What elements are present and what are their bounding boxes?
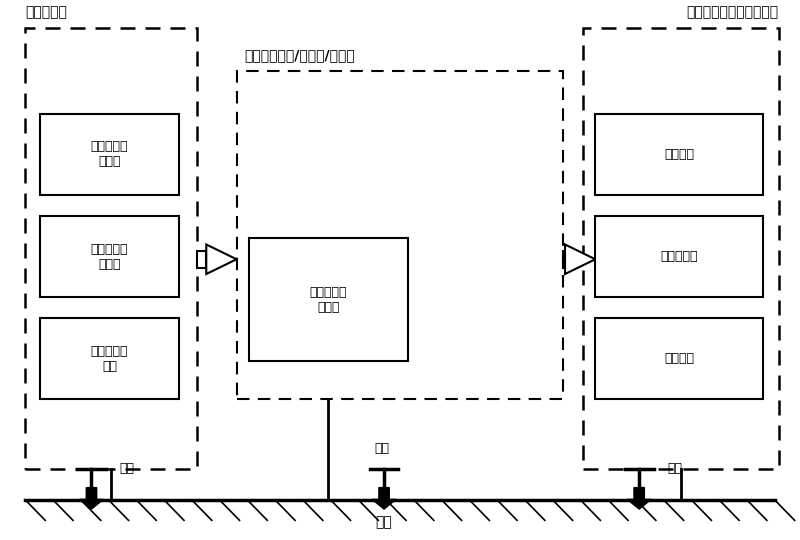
Text: 电池板阵列: 电池板阵列 xyxy=(26,5,67,19)
Text: 用电设备: 用电设备 xyxy=(664,352,694,365)
Text: 绝缘故障侦
测电路: 绝缘故障侦 测电路 xyxy=(310,286,347,314)
Bar xyxy=(40,217,179,297)
Bar xyxy=(595,114,762,195)
Bar xyxy=(40,114,179,195)
Text: 薄膜电池板
电池: 薄膜电池板 电池 xyxy=(90,345,128,373)
Text: 接地: 接地 xyxy=(119,462,134,475)
Text: 接地: 接地 xyxy=(374,442,390,455)
Text: 太阳能控制器/逆变器/充电器: 太阳能控制器/逆变器/充电器 xyxy=(245,49,355,63)
Text: 交流电网: 交流电网 xyxy=(664,148,694,161)
Text: 大地: 大地 xyxy=(376,515,393,529)
Bar xyxy=(237,71,563,399)
FancyArrow shape xyxy=(79,488,103,509)
FancyArrow shape xyxy=(372,488,396,509)
FancyArrow shape xyxy=(627,488,651,509)
Polygon shape xyxy=(206,245,237,274)
Bar xyxy=(26,28,197,469)
Bar xyxy=(249,238,408,361)
Polygon shape xyxy=(565,245,595,274)
Text: 接地: 接地 xyxy=(667,462,682,475)
Bar xyxy=(583,28,778,469)
Text: 单晶硅电池
板电池: 单晶硅电池 板电池 xyxy=(90,140,128,168)
Text: 太阳能光伏系统其它环节: 太阳能光伏系统其它环节 xyxy=(686,5,778,19)
Bar xyxy=(40,319,179,399)
Bar xyxy=(197,251,206,268)
Text: 储能蓄电池: 储能蓄电池 xyxy=(660,250,698,263)
Bar xyxy=(595,217,762,297)
Bar xyxy=(563,251,565,268)
Bar xyxy=(595,319,762,399)
Text: 多晶硅电池
板电池: 多晶硅电池 板电池 xyxy=(90,242,128,271)
